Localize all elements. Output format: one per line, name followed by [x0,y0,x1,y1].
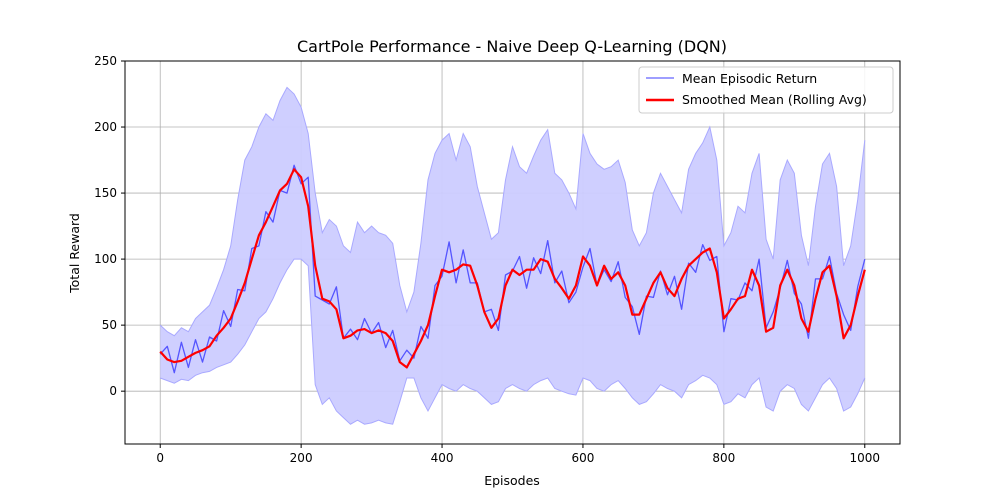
band-upper-edge [159,86,866,337]
legend-label-mean: Mean Episodic Return [682,71,817,86]
x-tick-label: 600 [572,451,595,465]
x-axis-ticks: 0 200 400 600 800 1000 [156,444,880,465]
y-tick-label: 100 [94,252,117,266]
plot-frame [124,60,901,445]
series-line-smoothed-mean [159,168,866,369]
x-tick-label: 800 [712,451,735,465]
x-tick-label: 200 [290,451,313,465]
y-axis-ticks: 0 50 100 150 200 250 [94,54,125,398]
band-lower-edge [160,258,866,425]
chart-title: CartPole Performance - Naive Deep Q-Lear… [297,37,727,56]
x-tick-label: 400 [431,451,454,465]
y-tick-label: 0 [109,384,117,398]
legend-box [638,66,894,114]
y-tick-label: 200 [94,120,117,134]
x-tick-label: 1000 [849,451,880,465]
legend: Mean Episodic Return Smoothed Mean (Roll… [638,66,894,114]
y-tick-label: 150 [94,186,117,200]
y-axis-label: Total Reward [67,213,82,294]
y-tick-label: 250 [94,54,117,68]
legend-label-smoothed: Smoothed Mean (Rolling Avg) [682,92,867,107]
x-axis-label: Episodes [484,473,540,488]
plot-area [159,86,866,425]
x-tick-label: 0 [156,451,164,465]
y-tick-label: 50 [102,318,117,332]
